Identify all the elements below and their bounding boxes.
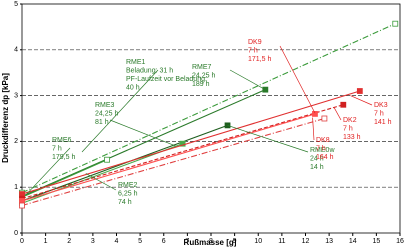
annotation-text: RME6	[52, 137, 72, 144]
annotation-text: 7 h	[52, 145, 62, 152]
series-line	[21, 89, 266, 197]
x-tick-label: 15	[372, 238, 380, 245]
annotation-arrow	[229, 69, 266, 90]
series-line	[21, 117, 325, 207]
marker	[19, 202, 25, 209]
annotation-text: RME7	[192, 64, 212, 71]
y-tick-label: 0	[14, 230, 18, 237]
marker	[392, 20, 399, 27]
x-tick-label: 2	[67, 238, 71, 245]
annotation-text: 7 h	[248, 47, 258, 54]
annotation-text: DK3	[374, 102, 388, 109]
annotation-text: 189 h	[192, 81, 210, 88]
x-tick-label: 6	[162, 238, 166, 245]
annotation-text: 171,5 h	[248, 56, 271, 63]
annotation-text: 24,25 h	[95, 110, 118, 117]
annotation-text: RME2	[118, 182, 138, 189]
annotation-text: Beladung: 31 h	[126, 67, 173, 74]
x-tick-label: 1	[44, 238, 48, 245]
annotation-arrow	[227, 125, 309, 153]
marker	[340, 101, 347, 108]
annotation-text: RME1	[126, 59, 146, 66]
annotation-arrow	[26, 147, 71, 195]
series-line	[21, 113, 316, 202]
series-line	[21, 90, 360, 195]
annotation-text: 81 h	[95, 119, 109, 126]
y-tick-label: 4	[14, 47, 18, 54]
annotation-text: 133 h	[343, 134, 361, 141]
marker	[179, 140, 186, 147]
annotation-text: RME3	[95, 102, 115, 109]
marker	[312, 111, 318, 117]
y-tick-label: 5	[14, 1, 18, 8]
annotation-arrow	[279, 45, 316, 114]
annotation-text: 24 h	[310, 155, 324, 162]
x-tick-label: 10	[254, 238, 262, 245]
annotation-arrow	[85, 173, 117, 191]
series-line	[21, 104, 344, 200]
annotation-text: 7 h	[374, 110, 384, 117]
annotation-text: 24,25 h	[192, 72, 215, 79]
y-tick-label: 1	[14, 184, 18, 191]
x-tick-label: 13	[325, 238, 333, 245]
y-axis-label: Druckdifferenz dp [kPa]	[1, 73, 10, 163]
annotation-text: 164 h	[316, 154, 334, 161]
annotation-text: 7 h	[316, 145, 326, 152]
annotation-text: 40 h	[126, 84, 140, 91]
annotation-text: 141 h	[374, 119, 392, 126]
annotation-text: DK2	[343, 117, 357, 124]
y-tick-label: 3	[14, 92, 18, 99]
x-axis-label: Rußmasse [g]	[184, 238, 237, 247]
series-line	[21, 23, 396, 194]
annotation-text: RME0w	[310, 147, 335, 154]
annotation-arrow	[109, 119, 176, 147]
x-tick-label: 4	[115, 238, 119, 245]
annotation-arrow	[350, 95, 373, 106]
x-tick-label: 16	[396, 238, 404, 245]
x-tick-label: 7	[185, 238, 189, 245]
annotation-text: 7 h	[343, 125, 353, 132]
x-tick-label: 5	[138, 238, 142, 245]
annotation-text: PF-Laufzeit vor Beladung:	[126, 76, 207, 83]
series-line	[21, 159, 108, 198]
annotation-text: 14 h	[310, 164, 324, 171]
annotation-text: 74 h	[118, 199, 132, 206]
annotation-text: DK9	[248, 39, 262, 46]
x-tick-label: 8	[209, 238, 213, 245]
x-tick-label: 14	[349, 238, 357, 245]
annotation-text: 6,25 h	[118, 190, 138, 197]
annotation-arrow	[312, 117, 315, 141]
x-tick-label: 9	[233, 238, 237, 245]
x-tick-label: 11	[278, 238, 285, 245]
x-tick-label: 0	[20, 238, 24, 245]
marker	[104, 156, 110, 163]
annotation-text: 179,5 h	[52, 154, 75, 161]
x-tick-label: 12	[302, 238, 310, 245]
x-tick-label: 3	[91, 238, 95, 245]
marker	[321, 115, 328, 122]
annotation-text: DK8	[316, 137, 330, 144]
annotation-arrow	[333, 106, 342, 121]
y-tick-label: 2	[14, 138, 18, 145]
annotation-arrow	[81, 69, 159, 153]
marker	[356, 88, 363, 94]
